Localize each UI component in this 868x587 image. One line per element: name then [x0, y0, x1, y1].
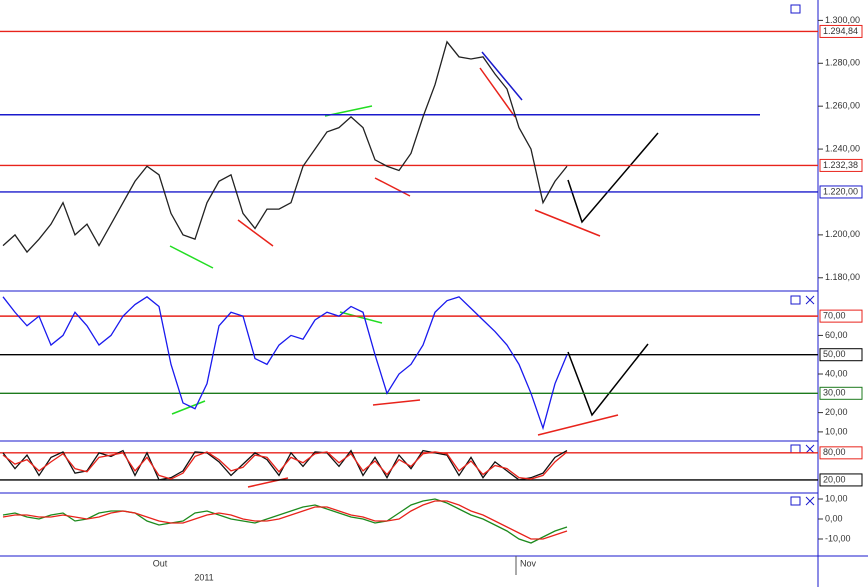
level-label: 1.220,00 — [823, 186, 858, 196]
y-tick-label: 20,00 — [825, 407, 848, 417]
level-label-box — [819, 348, 863, 362]
y-tick-label: 1.180,00 — [825, 272, 860, 282]
level-label: 30,00 — [823, 388, 846, 398]
y-tick-label: 60,00 — [825, 330, 848, 340]
level-label-box — [819, 185, 863, 199]
series-line — [2, 498, 568, 544]
x-month-label: Out — [153, 558, 168, 568]
level-label-box — [819, 386, 863, 400]
level-label-box — [819, 24, 863, 38]
level-label: 1.294,84 — [823, 26, 858, 36]
x-year-label: 2011 — [194, 572, 213, 582]
level-label-box — [819, 473, 863, 487]
y-tick-label: 0,00 — [825, 513, 843, 523]
y-tick-label: 10,00 — [825, 426, 848, 436]
level-label: 80,00 — [823, 447, 846, 457]
level-label-box — [819, 158, 863, 172]
y-tick-label: 1.240,00 — [825, 143, 860, 153]
y-tick-label: 40,00 — [825, 368, 848, 378]
y-tick-label: 1.280,00 — [825, 58, 860, 68]
y-tick-label: 10,00 — [825, 493, 848, 503]
y-tick-label: 1.200,00 — [825, 229, 860, 239]
level-label-box — [819, 446, 863, 460]
x-month-label: Nov — [520, 558, 537, 568]
series-line — [2, 500, 568, 540]
series-line — [2, 451, 568, 480]
level-label: 20,00 — [823, 474, 846, 484]
series-line — [2, 296, 568, 431]
level-label-box — [819, 309, 863, 323]
y-tick-label: -10,00 — [825, 533, 851, 543]
level-label: 50,00 — [823, 349, 846, 359]
level-label: 1.232,38 — [823, 160, 858, 170]
close-buttons[interactable] — [805, 295, 815, 506]
y-tick-label: 1.260,00 — [825, 101, 860, 111]
level-label: 70,00 — [823, 310, 846, 320]
y-tick-label: 1.300,00 — [825, 15, 860, 25]
window-buttons[interactable] — [790, 4, 801, 506]
series-line — [2, 40, 568, 254]
